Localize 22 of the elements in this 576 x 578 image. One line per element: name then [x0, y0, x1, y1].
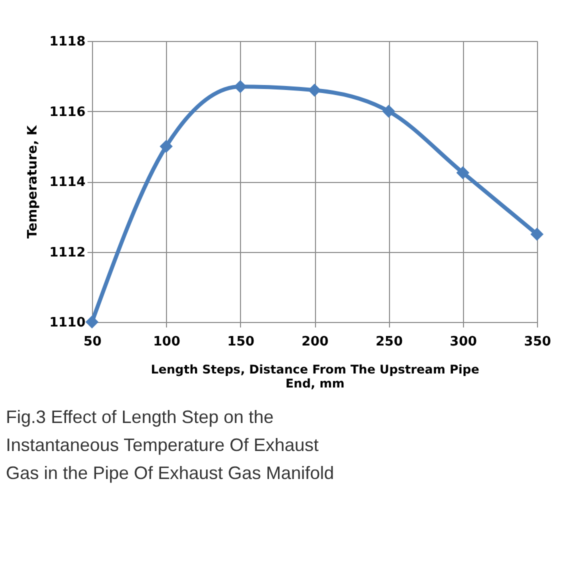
point	[308, 84, 322, 97]
x-tick-label: 250	[376, 334, 403, 350]
y-tick-label: 1116	[49, 104, 86, 120]
point	[382, 104, 396, 118]
y-tick-label: 1110	[49, 316, 86, 330]
x-tick-label: 350	[524, 334, 552, 350]
x-axis-title: Length Steps, Distance From The Upstream Pipe End, mm	[150, 362, 480, 390]
point	[456, 166, 470, 180]
x-tick-label: 150	[227, 334, 254, 350]
y-axis-title: Temperature, K	[25, 124, 40, 239]
x-tick-label: 100	[153, 334, 180, 350]
point	[85, 315, 99, 329]
point	[234, 80, 247, 94]
x-tick-label: 200	[301, 334, 329, 350]
point	[160, 140, 173, 153]
y-tick-label: 1114	[49, 175, 86, 190]
x-tick-label: 300	[450, 334, 477, 350]
x-tick-label: 50	[83, 334, 102, 350]
point	[530, 228, 544, 241]
y-tick-label: 1118	[49, 34, 86, 50]
caption: Fig.3 Effect of Length Step on the Instantaneous Temperature Of Exhaust Gas in the Pipe Of Exhaust Gas Manifold	[6, 407, 334, 483]
y-tick-label: 1112	[49, 245, 86, 260]
